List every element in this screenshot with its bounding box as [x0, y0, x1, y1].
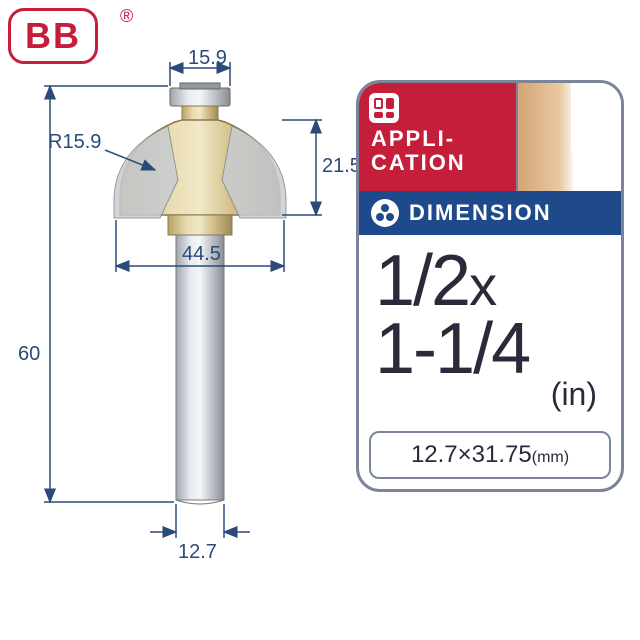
dim-radius: R15.9 [48, 131, 101, 153]
dim-total-height: 60 [18, 343, 40, 365]
dimension-mm: 12.7×31.75(mm) [369, 431, 611, 479]
grid-icon [369, 93, 399, 123]
dimension-body: 1/2x 1-1/4 (in) [359, 235, 621, 421]
application-preview [516, 83, 621, 191]
spec-panel: APPLI- CATION DIMENSION 1/2x 1-1/4 (in) … [356, 80, 624, 492]
dots-icon [371, 199, 399, 227]
application-label: APPLI- CATION [359, 83, 516, 191]
dimension-header: DIMENSION [359, 191, 621, 235]
dimension-label: DIMENSION [409, 200, 552, 226]
dim-mm-value: 12.7×31.75 [411, 441, 532, 468]
router-bit-diagram: 15.9 R15.9 21.5 44.5 60 12.7 [10, 50, 360, 580]
dim-head-width: 44.5 [182, 243, 221, 265]
application-line1: APPLI- [371, 127, 516, 151]
dim-mm-unit: (mm) [532, 449, 569, 466]
dim-shank: 12.7 [178, 541, 217, 563]
dim-top-width: 15.9 [188, 50, 227, 69]
application-line2: CATION [371, 151, 516, 175]
dim-x: x [469, 254, 495, 317]
dim-inch-2: 1-1/4 [375, 315, 605, 383]
dim-head-height: 21.5 [322, 155, 360, 177]
application-row: APPLI- CATION [359, 83, 621, 191]
registered-mark: ® [120, 6, 133, 27]
